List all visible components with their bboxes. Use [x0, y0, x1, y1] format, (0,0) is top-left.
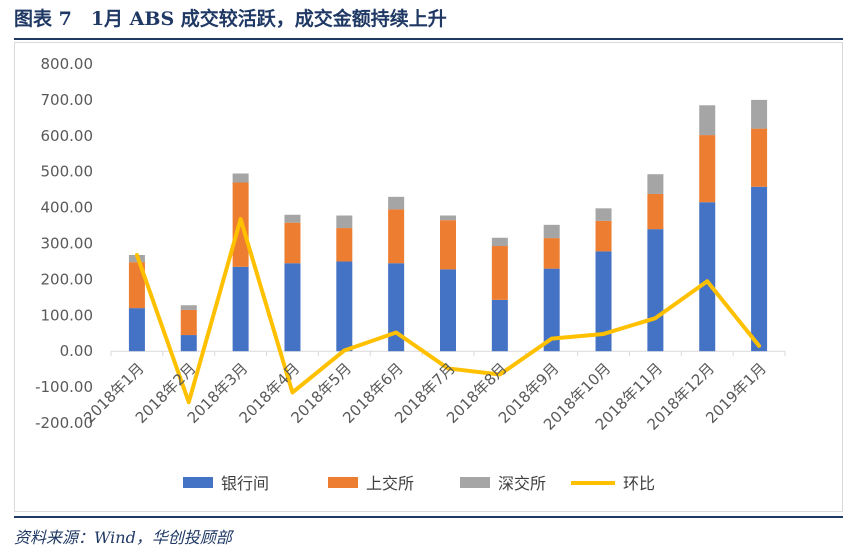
y-tick-label: 800.00	[41, 55, 94, 73]
bar-0	[440, 269, 456, 351]
chart-frame: 800.00 700.00 600.00 500.00 400.00 300.00 200.…	[14, 42, 843, 512]
bar-0	[284, 263, 300, 351]
bar-2	[751, 100, 767, 129]
bar-1	[336, 228, 352, 261]
bar-0	[647, 229, 663, 351]
y-tick-label: -100.00	[35, 378, 93, 396]
title-rule	[14, 38, 843, 40]
bar-1	[699, 135, 715, 202]
bar-1	[284, 223, 300, 264]
bar-2	[647, 174, 663, 194]
bar-2	[440, 215, 456, 220]
y-tick-label: 400.00	[41, 199, 94, 217]
y-tick-label: 600.00	[41, 127, 94, 145]
bar-0	[699, 202, 715, 351]
y-tick-label: 100.00	[41, 306, 94, 324]
bar-0	[492, 300, 508, 351]
bar-1	[388, 209, 404, 263]
figure-title: 图表 7 1月 ABS 成交较活跃，成交金额持续上升	[14, 4, 447, 31]
bar-2	[596, 208, 612, 221]
legend-label-1: 上交所	[366, 474, 414, 493]
y-tick-label: 500.00	[41, 163, 94, 181]
bar-1	[751, 129, 767, 187]
bar-0	[336, 261, 352, 351]
bar-0	[233, 267, 249, 351]
bar-0	[129, 308, 145, 351]
legend-swatch-1	[328, 477, 358, 488]
y-tick-label: 200.00	[41, 270, 94, 288]
bar-1	[647, 194, 663, 229]
bar-2	[699, 105, 715, 135]
y-tick-label: 700.00	[41, 91, 94, 109]
legend-label-0: 银行间	[221, 474, 269, 493]
y-tick-label: 300.00	[41, 235, 94, 253]
bar-2	[544, 225, 560, 238]
legend-label-2: 深交所	[498, 474, 546, 493]
y-tick-label: 0.00	[60, 342, 93, 360]
bar-1	[440, 220, 456, 269]
bar-2	[233, 173, 249, 182]
legend-label-3: 环比	[623, 474, 655, 493]
abs-volume-chart: 800.00 700.00 600.00 500.00 400.00 300.00 200.…	[15, 43, 842, 511]
bar-2	[492, 238, 508, 246]
bar-0	[181, 335, 197, 351]
bar-2	[284, 215, 300, 223]
bar-2	[388, 197, 404, 210]
legend-swatch-2	[460, 477, 490, 488]
bar-1	[596, 221, 612, 252]
footer-rule	[14, 516, 843, 518]
legend-swatch-0	[183, 477, 213, 488]
bar-0	[751, 187, 767, 351]
source-note: 资料来源：Wind，华创投顾部	[14, 524, 232, 548]
bar-1	[492, 246, 508, 300]
bar-2	[336, 215, 352, 228]
bar-1	[544, 238, 560, 269]
bar-2	[181, 305, 197, 310]
bar-1	[181, 310, 197, 335]
